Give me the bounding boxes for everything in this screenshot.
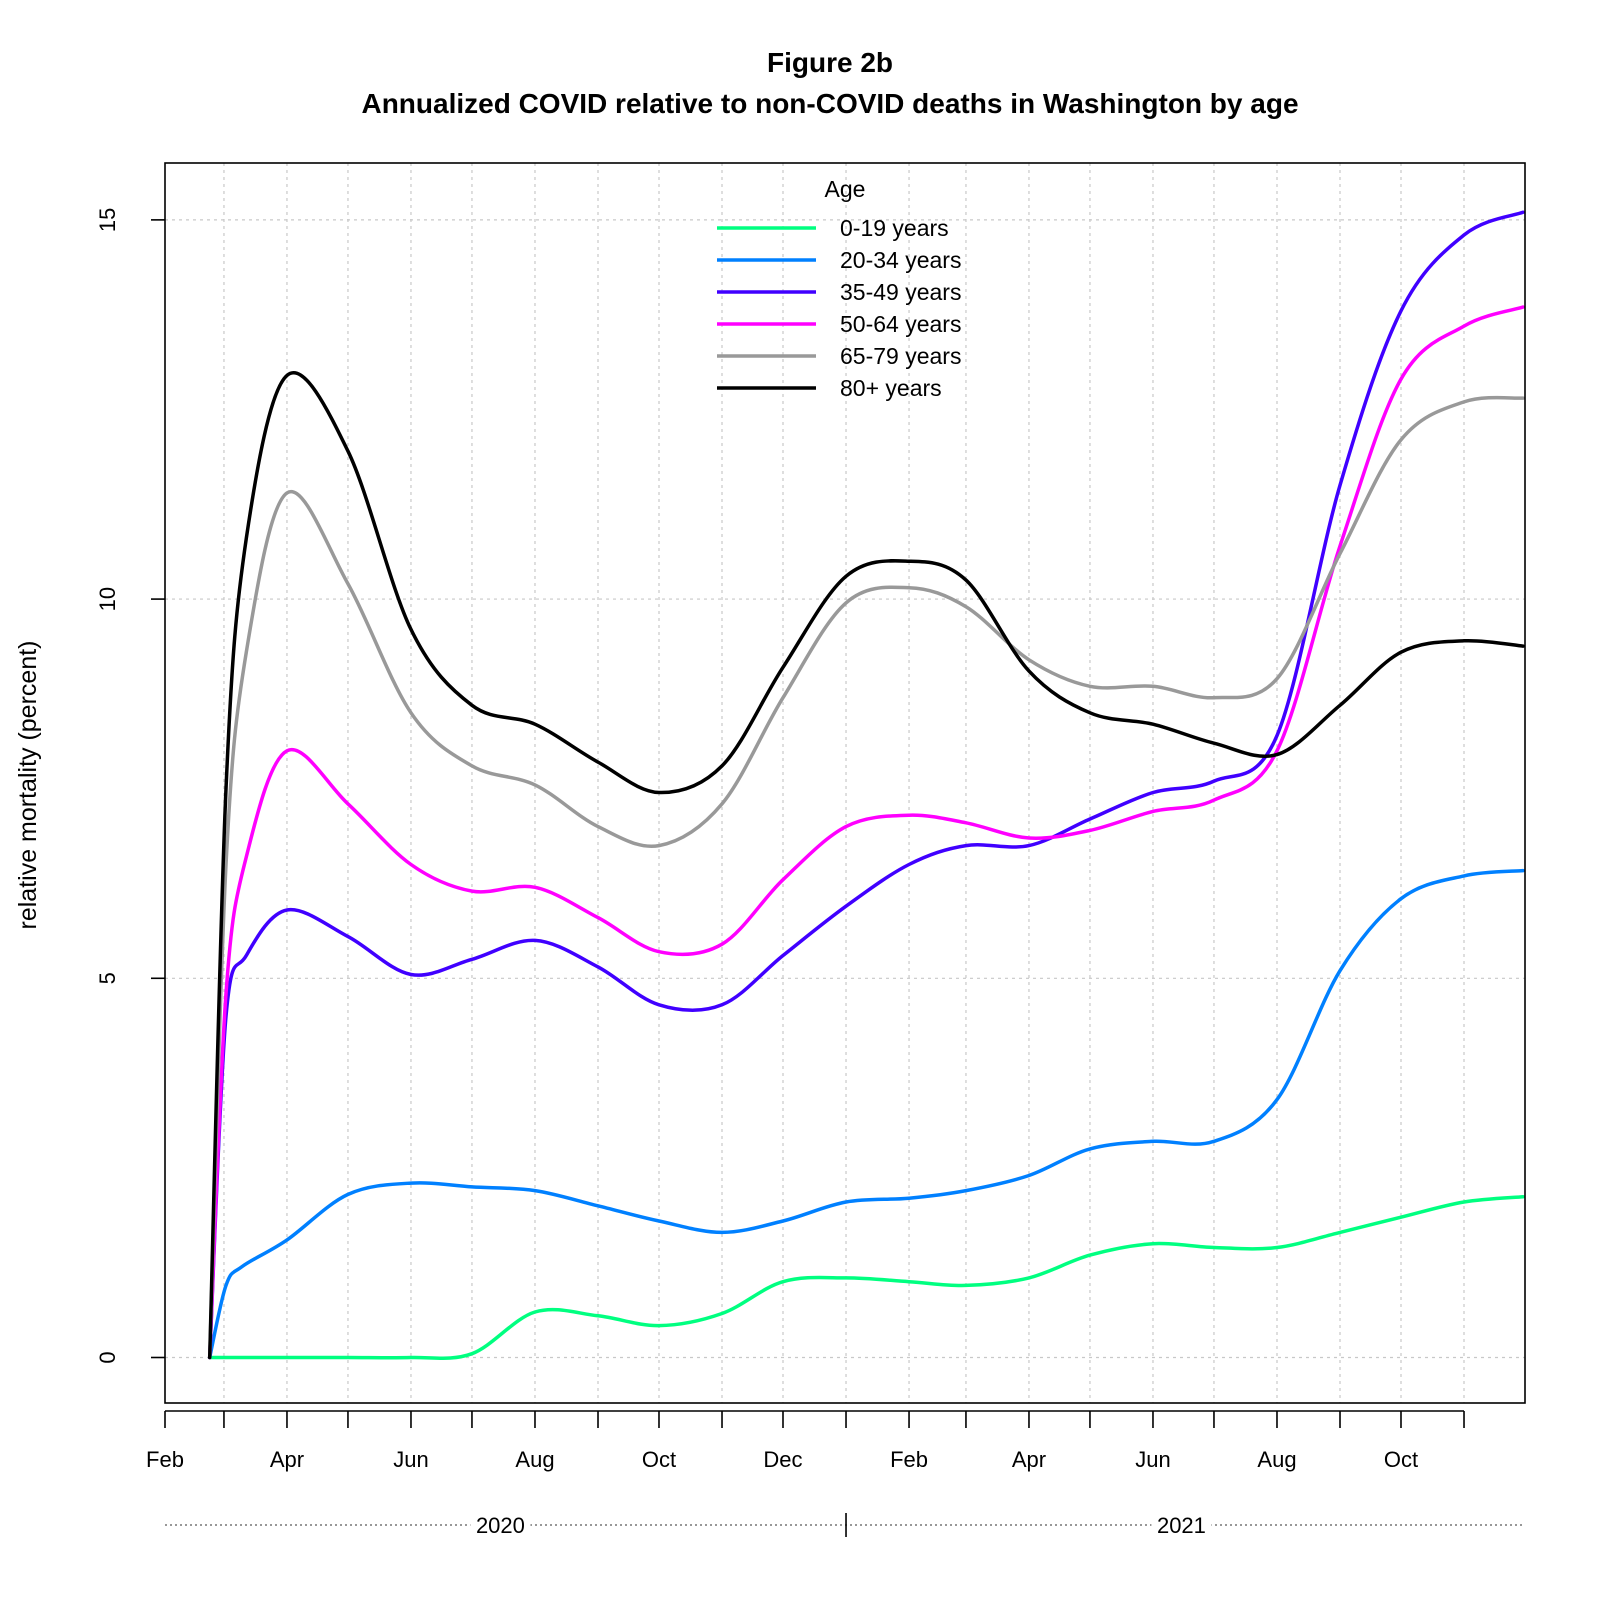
y-axis: 0 5 10 15 bbox=[95, 208, 165, 1364]
series-line bbox=[207, 210, 1525, 1360]
year-label-bg bbox=[470, 1511, 531, 1539]
x-tick-label: Feb bbox=[890, 1447, 928, 1472]
series-line bbox=[207, 305, 1525, 1360]
x-tick-label: Jun bbox=[1135, 1447, 1170, 1472]
legend-label: 65-79 years bbox=[840, 343, 961, 369]
legend-label: 20-34 years bbox=[840, 247, 961, 273]
year-label: 2020 bbox=[476, 1513, 525, 1538]
chart-title: Figure 2b bbox=[767, 47, 893, 78]
x-tick-label: Feb bbox=[146, 1447, 184, 1472]
legend-label: 0-19 years bbox=[840, 215, 949, 241]
y-tick-label: 15 bbox=[95, 208, 120, 232]
y-axis-label: relative mortality (percent) bbox=[14, 641, 42, 930]
legend-label: 80+ years bbox=[840, 375, 942, 401]
series-line bbox=[207, 1194, 1525, 1360]
series-line bbox=[207, 868, 1525, 1360]
year-label-bg bbox=[1151, 1511, 1212, 1539]
x-tick-label: Oct bbox=[642, 1447, 676, 1472]
legend-label: 35-49 years bbox=[840, 279, 961, 305]
series-line bbox=[207, 395, 1525, 1360]
plot-frame bbox=[164, 162, 1526, 1404]
year-label: 2021 bbox=[1157, 1513, 1206, 1538]
x-tick-label: Aug bbox=[1257, 1447, 1296, 1472]
x-tick-label: Oct bbox=[1384, 1447, 1418, 1472]
y-tick-label: 0 bbox=[95, 1351, 120, 1363]
legend: Age 0-19 years 20-34 years 35-49 years 50-6… bbox=[717, 176, 961, 401]
x-tick-label: Apr bbox=[270, 1447, 304, 1472]
series-line bbox=[207, 371, 1525, 1360]
x-tick-label: Jun bbox=[393, 1447, 428, 1472]
year-axis: 2020 2021 bbox=[165, 1511, 1525, 1539]
x-axis: Feb Apr Jun Aug Oct Dec Feb Apr Jun Aug Oct bbox=[146, 1410, 1465, 1472]
legend-label: 50-64 years bbox=[840, 311, 961, 337]
chart-subtitle: Annualized COVID relative to non-COVID d… bbox=[361, 88, 1298, 119]
y-tick-label: 5 bbox=[95, 972, 120, 984]
y-tick-label: 10 bbox=[95, 587, 120, 611]
legend-title: Age bbox=[825, 176, 866, 202]
x-tick-label: Dec bbox=[763, 1447, 802, 1472]
x-tick-label: Aug bbox=[515, 1447, 554, 1472]
series-lines bbox=[207, 210, 1525, 1360]
x-tick-label: Apr bbox=[1012, 1447, 1046, 1472]
